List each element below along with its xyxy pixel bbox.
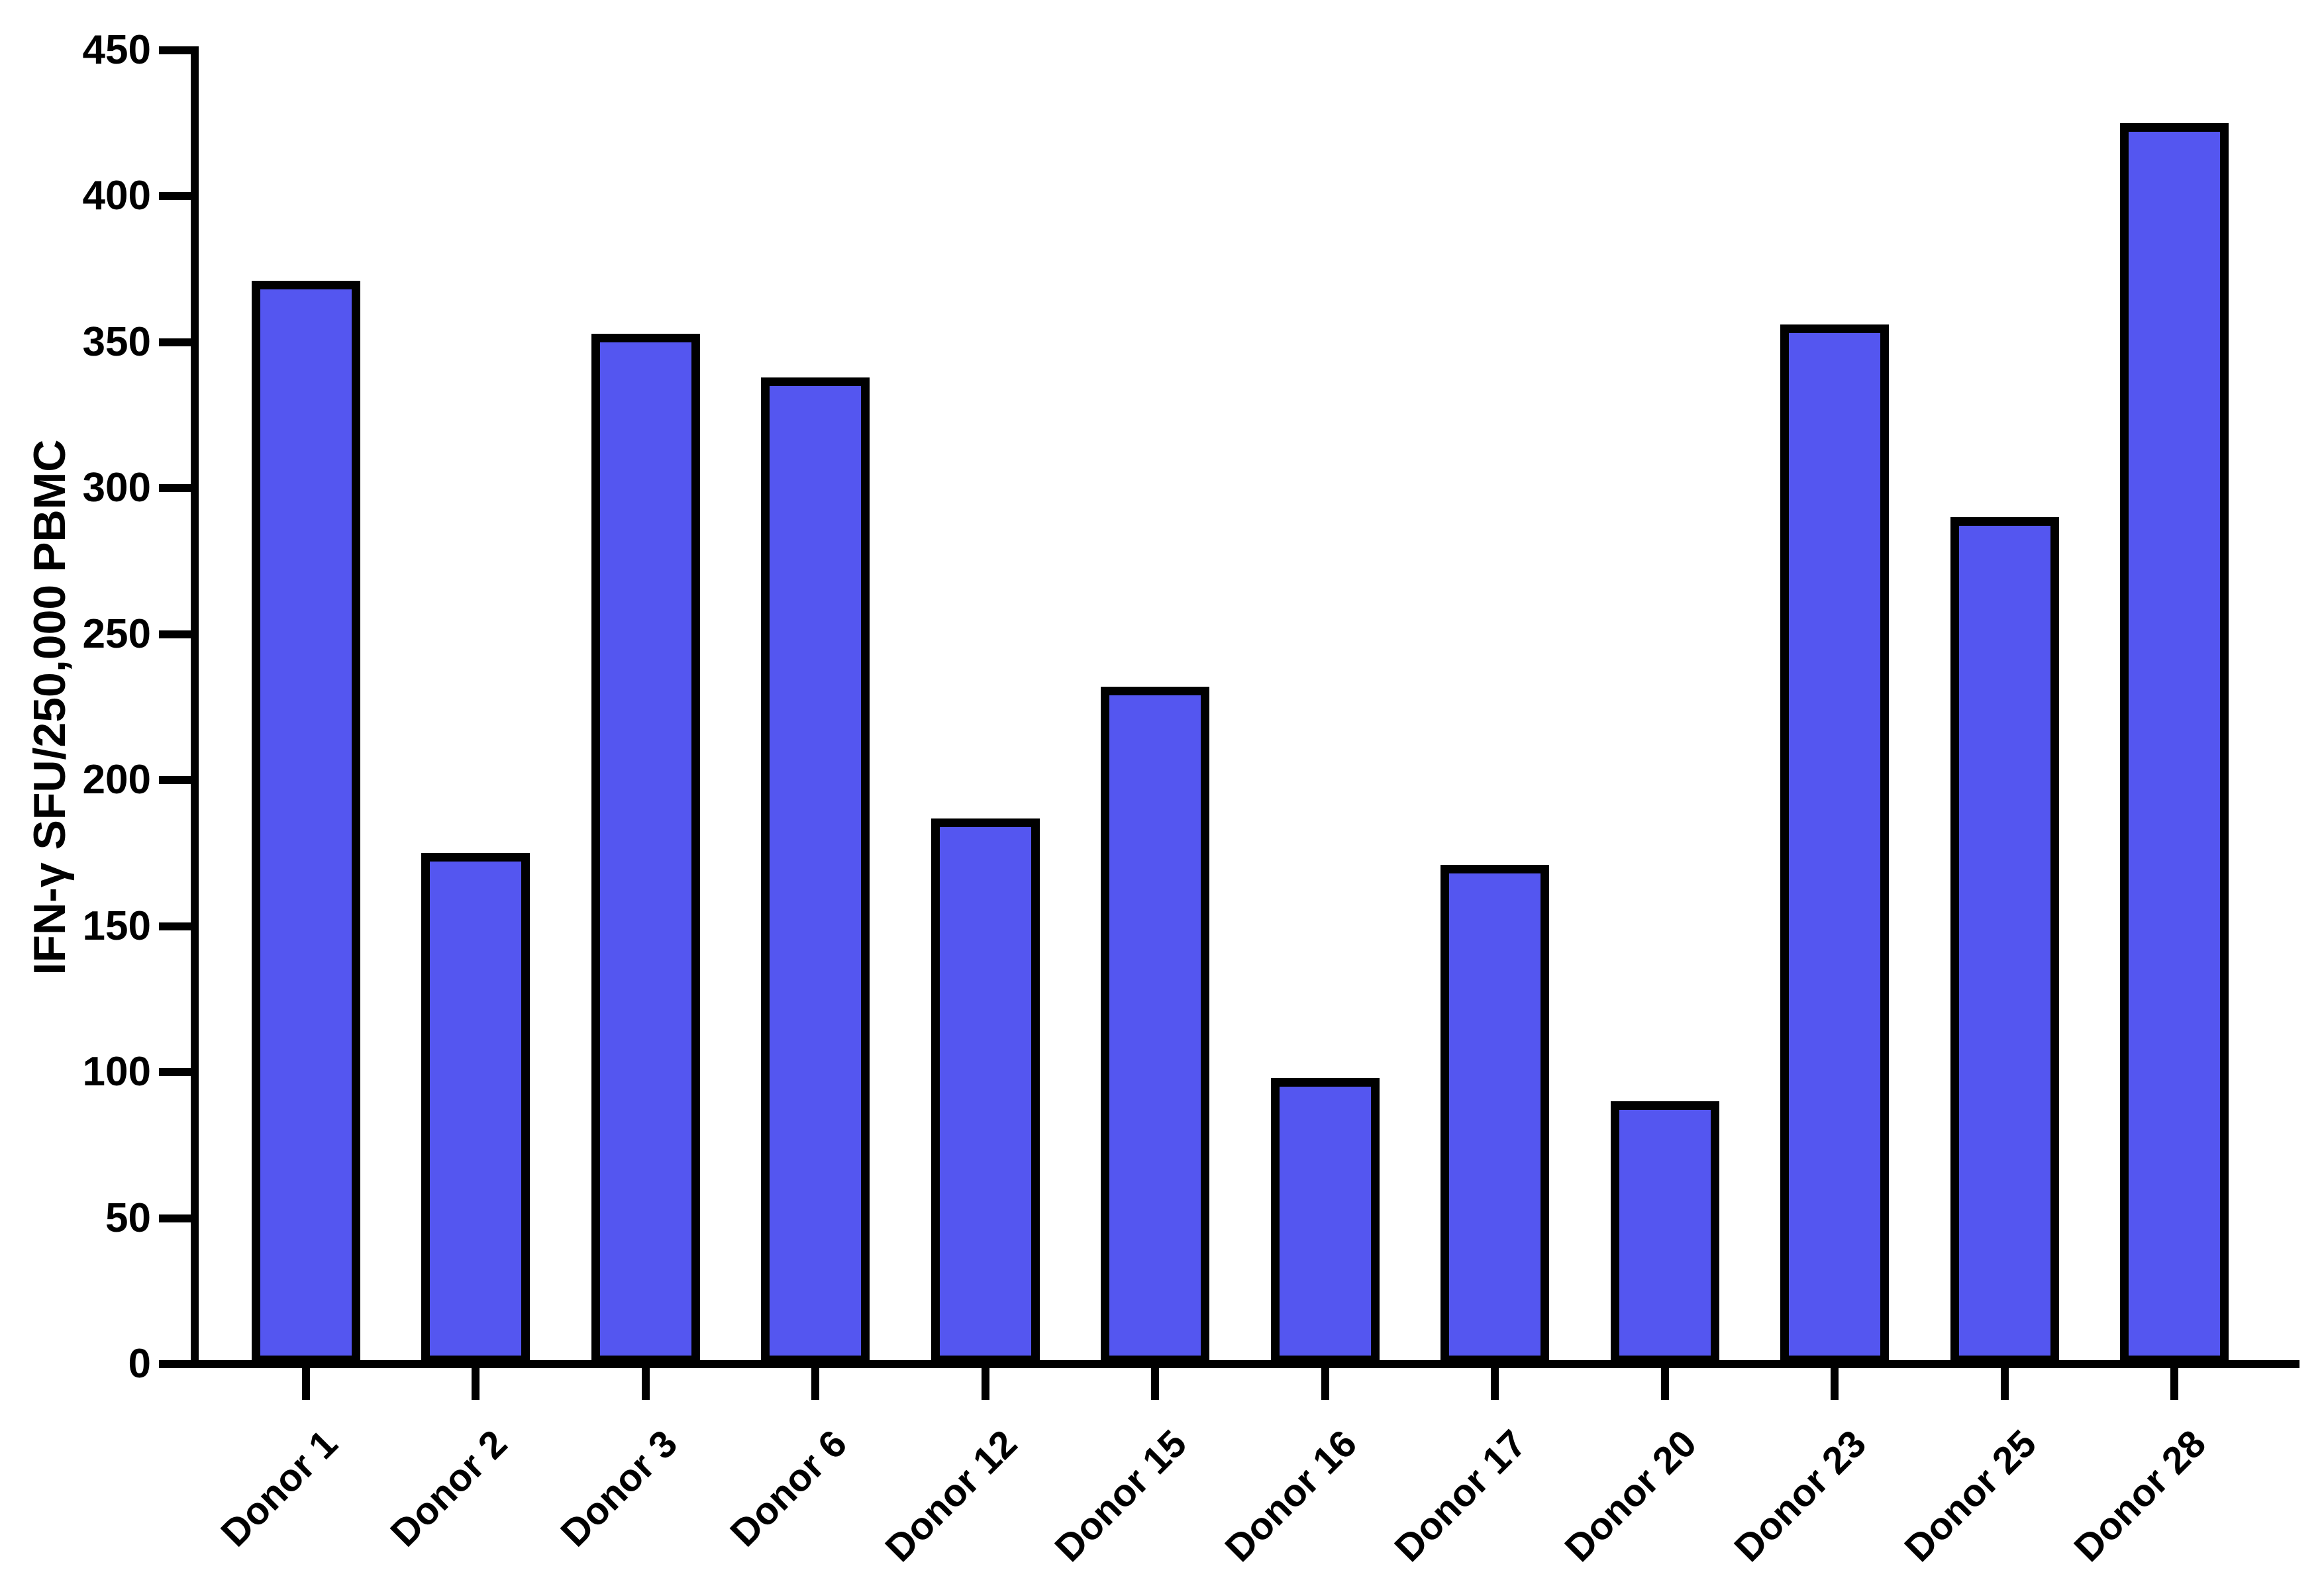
y-tick-200 [159, 776, 191, 785]
x-tick-11 [2000, 1368, 2009, 1400]
y-axis-line [191, 46, 199, 1368]
y-tick-400 [159, 192, 191, 201]
y-tick-50 [159, 1214, 191, 1222]
y-tick-label-400: 400 [82, 173, 151, 219]
bar-donor-3 [591, 333, 700, 1364]
bar-donor-25 [1950, 517, 2059, 1364]
x-tick-7 [1321, 1368, 1329, 1400]
y-tick-label-150: 150 [82, 903, 151, 949]
x-tick-label-donor-1: Donor 1 [213, 1422, 346, 1556]
x-tick-1 [302, 1368, 310, 1400]
y-tick-label-450: 450 [82, 27, 151, 73]
y-tick-label-50: 50 [105, 1195, 151, 1241]
y-tick-350 [159, 338, 191, 346]
y-tick-label-250: 250 [82, 611, 151, 657]
x-tick-3 [641, 1368, 650, 1400]
x-axis-line [187, 1360, 2299, 1368]
bar-donor-12 [931, 818, 1040, 1364]
x-tick-12 [2170, 1368, 2178, 1400]
x-tick-9 [1660, 1368, 1669, 1400]
bar-donor-20 [1610, 1101, 1719, 1364]
bar-donor-6 [761, 377, 870, 1364]
y-tick-label-200: 200 [82, 757, 151, 803]
y-tick-label-100: 100 [82, 1049, 151, 1095]
x-tick-6 [1151, 1368, 1160, 1400]
x-tick-2 [472, 1368, 480, 1400]
bar-donor-28 [2119, 123, 2229, 1364]
y-tick-label-0: 0 [128, 1341, 151, 1387]
y-tick-100 [159, 1068, 191, 1077]
y-tick-label-300: 300 [82, 465, 151, 511]
y-tick-0 [159, 1360, 191, 1368]
bar-donor-2 [421, 853, 530, 1364]
bar-donor-16 [1270, 1077, 1380, 1364]
x-tick-5 [981, 1368, 989, 1400]
y-tick-300 [159, 484, 191, 493]
x-tick-10 [1831, 1368, 1839, 1400]
y-tick-150 [159, 922, 191, 930]
bar-donor-23 [1780, 324, 1890, 1364]
bar-donor-1 [252, 281, 360, 1364]
bar-donor-15 [1101, 687, 1210, 1364]
y-tick-250 [159, 630, 191, 638]
x-tick-8 [1491, 1368, 1499, 1400]
bar-donor-17 [1440, 865, 1550, 1364]
x-tick-4 [811, 1368, 820, 1400]
y-tick-label-350: 350 [82, 319, 151, 365]
y-tick-450 [159, 46, 191, 54]
